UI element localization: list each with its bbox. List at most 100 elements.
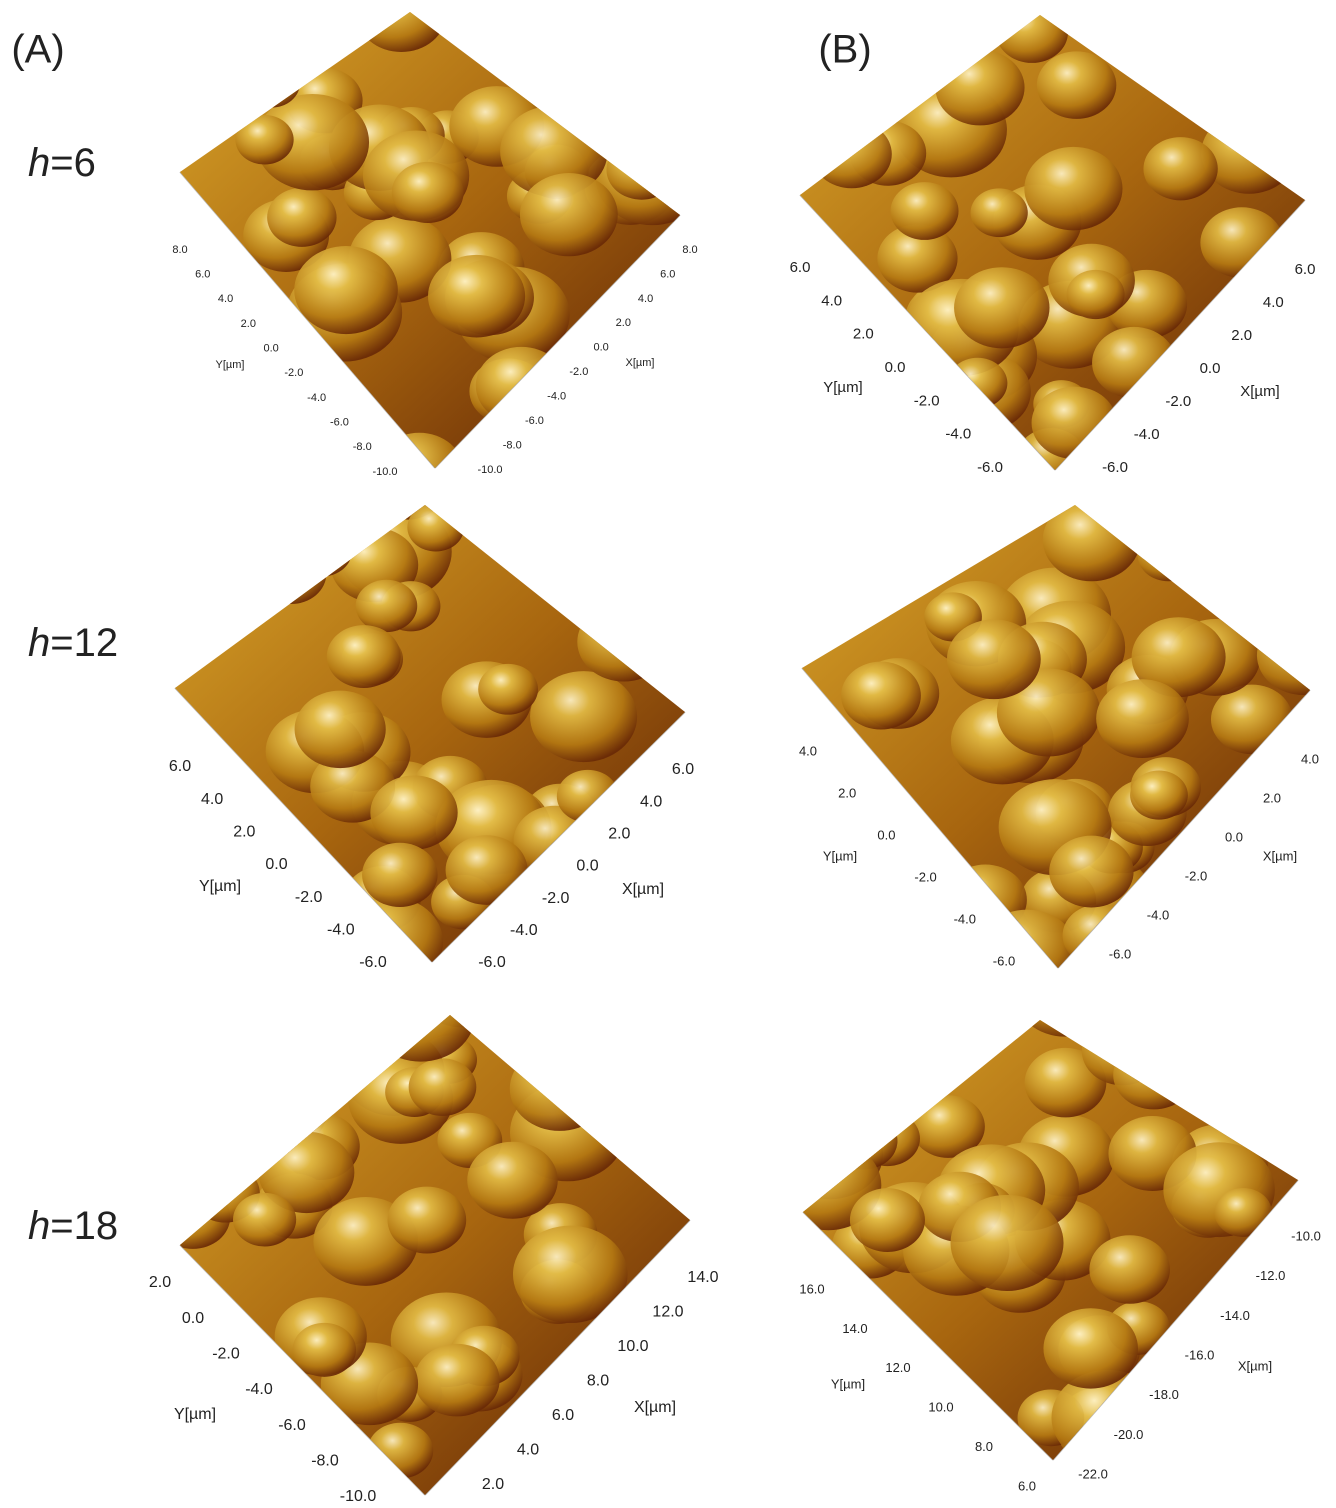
- y-tick-label: 2.0: [149, 1274, 171, 1291]
- row-var: h: [28, 1204, 50, 1248]
- y-tick-label: 6.0: [195, 269, 210, 281]
- grain: [370, 775, 457, 849]
- x-tick-label: 2.0: [616, 317, 631, 329]
- y-tick-label: -4.0: [245, 1381, 273, 1398]
- grain: [1016, 0, 1102, 7]
- grain: [812, 120, 892, 188]
- y-tick-label: -8.0: [311, 1453, 339, 1470]
- grain: [915, 0, 996, 39]
- x-tick-label: -14.0: [1220, 1308, 1250, 1323]
- grain: [841, 662, 921, 730]
- grain: [356, 580, 418, 632]
- x-tick-label: -8.0: [503, 439, 522, 451]
- grain: [933, 0, 1013, 12]
- y-tick-label: -2.0: [914, 869, 936, 884]
- y-tick-label: 2.0: [233, 824, 255, 841]
- grain: [821, 1093, 884, 1147]
- grain: [301, 428, 377, 493]
- x-tick-label: -6.0: [1102, 459, 1128, 476]
- row-eq: =18: [50, 1204, 118, 1248]
- x-tick-label: 10.0: [617, 1338, 648, 1355]
- x-tick-label: -2.0: [569, 366, 588, 378]
- grain: [891, 182, 959, 240]
- grain: [487, 7, 578, 85]
- y-tick-label: -10.0: [372, 466, 397, 478]
- grain: [513, 1226, 628, 1323]
- x-tick-label: 0.0: [1200, 360, 1221, 377]
- grain: [1130, 771, 1188, 820]
- grain: [850, 1188, 925, 1252]
- row-eq: =6: [50, 141, 96, 185]
- grain: [977, 910, 1078, 996]
- y-tick-label: 6.0: [169, 758, 191, 775]
- grain: [557, 770, 619, 823]
- x-tick-label: 4.0: [1263, 294, 1284, 311]
- grain: [1138, 529, 1200, 581]
- grain: [428, 255, 525, 338]
- grain: [337, 897, 443, 988]
- x-tick-label: 6.0: [552, 1407, 574, 1424]
- grain: [255, 544, 326, 604]
- grain: [224, 1086, 283, 1137]
- y-tick-label: 8.0: [975, 1439, 993, 1454]
- x-tick-label: 6.0: [672, 761, 694, 778]
- y-tick-label: -2.0: [914, 392, 940, 409]
- y-tick-label: -4.0: [307, 392, 326, 404]
- grain: [267, 188, 336, 247]
- grain: [294, 246, 398, 334]
- x-axis-label: X[µm]: [626, 357, 655, 369]
- x-tick-label: -2.0: [542, 890, 570, 907]
- x-tick-label: -12.0: [1256, 1268, 1286, 1283]
- x-tick-label: -4.0: [1147, 907, 1169, 922]
- y-tick-label: 4.0: [799, 743, 817, 758]
- grain: [307, 1010, 378, 1070]
- x-tick-label: 4.0: [640, 793, 662, 810]
- x-tick-label: -20.0: [1114, 1427, 1144, 1442]
- grain: [1049, 836, 1133, 908]
- grain: [606, 140, 676, 200]
- grain: [1089, 1235, 1170, 1304]
- x-tick-label: 2.0: [482, 1476, 504, 1493]
- x-axis-label: X[µm]: [1238, 1358, 1272, 1373]
- x-tick-label: 4.0: [517, 1442, 539, 1459]
- y-tick-label: -6.0: [278, 1417, 306, 1434]
- x-tick-label: 14.0: [687, 1269, 718, 1286]
- y-tick-label: 0.0: [877, 827, 895, 842]
- y-tick-label: -2.0: [212, 1346, 240, 1363]
- grain: [954, 267, 1049, 348]
- x-tick-label: 6.0: [1295, 261, 1316, 278]
- y-tick-label: -6.0: [977, 459, 1003, 476]
- x-tick-label: -18.0: [1149, 1387, 1179, 1402]
- grain: [290, 0, 360, 49]
- grain: [1096, 679, 1189, 758]
- y-tick-label: 10.0: [928, 1400, 953, 1415]
- x-tick-label: -4.0: [547, 391, 566, 403]
- grain: [1113, 1040, 1194, 1109]
- grain: [392, 162, 464, 223]
- afm-grains: [812, 0, 1297, 485]
- row-var: h: [28, 141, 50, 185]
- x-tick-label: 12.0: [652, 1304, 683, 1321]
- y-tick-label: -8.0: [353, 441, 372, 453]
- y-axis-label: Y[µm]: [174, 1406, 216, 1423]
- grain: [478, 664, 538, 715]
- x-tick-label: -2.0: [1165, 393, 1191, 410]
- x-tick-label: 2.0: [1263, 790, 1281, 805]
- grain: [1113, 2, 1212, 86]
- y-tick-label: 4.0: [821, 292, 842, 309]
- grain: [327, 625, 401, 688]
- y-tick-label: 0.0: [263, 343, 278, 355]
- grain: [233, 1193, 296, 1247]
- x-axis-label: X[µm]: [1263, 848, 1297, 863]
- y-tick-label: 14.0: [842, 1321, 867, 1336]
- grain: [293, 1323, 356, 1377]
- x-tick-label: -10.0: [1291, 1228, 1321, 1243]
- grain: [910, 0, 968, 15]
- grain: [409, 1058, 477, 1116]
- x-tick-label: 4.0: [638, 293, 653, 305]
- grain: [488, 474, 545, 523]
- y-tick-label: 8.0: [172, 244, 187, 256]
- grain: [1015, 952, 1115, 1037]
- grain: [1117, 968, 1217, 1053]
- y-tick-label: 0.0: [885, 359, 906, 376]
